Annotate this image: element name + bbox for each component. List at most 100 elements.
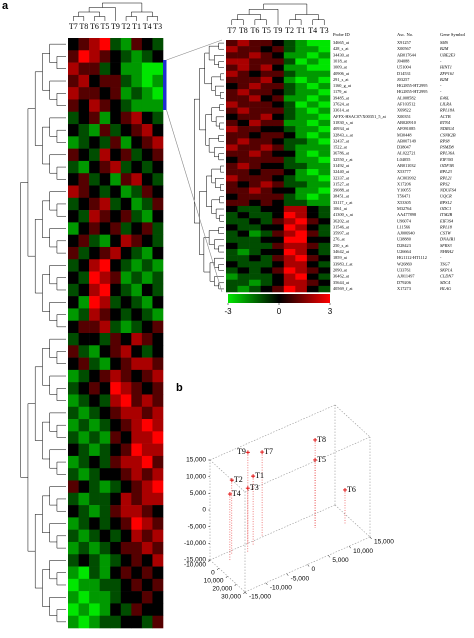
- heatmap-cell: [295, 83, 308, 90]
- heatmap-cell: [89, 50, 100, 63]
- accession-number: D14531: [397, 71, 411, 76]
- heatmap-cell: [272, 267, 285, 274]
- axis-tick: [265, 582, 268, 585]
- heatmap-cell: [306, 193, 319, 201]
- heatmap-cell: [78, 222, 90, 235]
- heatmap-cell: [89, 492, 100, 506]
- heatmap-cell: [68, 185, 79, 199]
- heatmap-cell: [283, 144, 296, 151]
- heatmap-cell: [89, 406, 100, 420]
- heatmap-cell: [318, 261, 331, 268]
- heatmap-cell: [272, 126, 285, 133]
- heatmap-cell: [68, 197, 79, 211]
- heatmap-cell: [237, 138, 250, 145]
- heatmap-cell: [306, 162, 319, 170]
- heatmap-cell: [141, 406, 153, 420]
- heatmap-cell: [318, 224, 331, 231]
- heatmap-cell: [110, 74, 122, 88]
- heatmap-cell: [78, 160, 90, 174]
- heatmap-cell: [152, 529, 164, 543]
- heatmap-cell: [306, 273, 319, 281]
- heatmap-cell: [283, 181, 296, 188]
- heatmap-cell: [237, 169, 250, 176]
- heatmap-cell: [68, 308, 79, 322]
- heatmap-cell: [226, 248, 238, 256]
- heatmap-cell: [272, 83, 285, 90]
- heatmap-cell: [295, 40, 308, 47]
- heatmap-cell: [120, 197, 132, 211]
- heatmap-cell: [131, 419, 143, 432]
- heatmap-cell: [68, 296, 79, 309]
- heatmap-cell: [99, 74, 111, 88]
- heatmap-cell: [99, 283, 111, 297]
- heatmap-cell: [68, 480, 79, 494]
- heatmap-cell: [89, 394, 100, 408]
- gene-symbol: UQCR: [440, 194, 452, 199]
- heatmap-cell: [99, 136, 111, 149]
- heatmap-cell: [306, 199, 319, 207]
- heatmap-cell: [249, 224, 261, 231]
- heatmap-cell: [78, 443, 90, 457]
- heatmap-cell: [283, 267, 296, 274]
- heatmap-cell: [110, 50, 122, 63]
- heatmap-cell: [141, 222, 153, 235]
- heatmap-cell: [89, 222, 100, 235]
- heatmap-cell: [89, 529, 100, 543]
- heatmap-cell: [249, 236, 261, 244]
- data-point: [245, 486, 250, 491]
- heatmap-cell: [306, 175, 319, 182]
- heatmap-cell: [295, 119, 308, 127]
- heatmap-cell: [237, 113, 250, 121]
- heatmap-cell: [110, 480, 122, 494]
- heatmap-cell: [306, 248, 319, 256]
- heatmap-cell: [295, 113, 308, 121]
- heatmap-cell: [120, 320, 132, 334]
- heatmap-cell: [141, 357, 153, 371]
- heatmap-cell: [306, 169, 319, 176]
- table-header: Asc. No.: [397, 32, 413, 37]
- heatmap-cell: [120, 578, 132, 592]
- heatmap-cell: [110, 259, 122, 272]
- probe-id: 1009_at: [333, 65, 348, 70]
- table-header: Probe ID: [333, 32, 350, 37]
- heatmap-cell: [295, 101, 308, 108]
- heatmap-cell: [295, 224, 308, 231]
- heatmap-cell: [141, 578, 153, 592]
- heatmap-cell: [78, 210, 90, 223]
- box-edge: [244, 436, 371, 493]
- heatmap-cell: [99, 320, 111, 334]
- accession-number: AC003992: [397, 175, 416, 180]
- heatmap-cell: [283, 162, 296, 170]
- data-point: [229, 478, 234, 483]
- heatmap-cell: [260, 267, 273, 274]
- axis-tick-label: -10,000: [270, 585, 292, 592]
- heatmap-cell: [141, 320, 153, 334]
- heatmap-cell: [110, 615, 122, 629]
- gene-symbol: RPS12: [439, 200, 453, 205]
- heatmap-cell: [318, 248, 331, 256]
- probe-id: 39485_at: [333, 95, 350, 100]
- heatmap-cell: [89, 468, 100, 481]
- heatmap-cell: [89, 160, 100, 174]
- heatmap-cell: [120, 185, 132, 199]
- heatmap-cell: [89, 320, 100, 334]
- heatmap-cell: [249, 70, 261, 78]
- axis-tick: [328, 555, 331, 558]
- panel-label: a: [2, 0, 9, 12]
- heatmap-cell: [110, 210, 122, 223]
- heatmap-cell: [226, 218, 238, 225]
- heatmap-cell: [260, 150, 273, 158]
- heatmap-cell: [272, 175, 285, 182]
- heatmap-cell: [89, 455, 100, 469]
- heatmap-cell: [68, 382, 79, 395]
- data-point: [313, 457, 318, 462]
- accession-number: AB007149: [397, 138, 416, 143]
- heatmap-cell: [295, 156, 308, 164]
- heatmap-cell: [306, 101, 319, 108]
- heatmap-cell: [306, 138, 319, 145]
- heatmap-cell: [249, 169, 261, 176]
- column-label: T2: [122, 22, 131, 31]
- heatmap-cell: [152, 394, 164, 408]
- heatmap-cell: [237, 242, 250, 250]
- heatmap-cell: [249, 218, 261, 225]
